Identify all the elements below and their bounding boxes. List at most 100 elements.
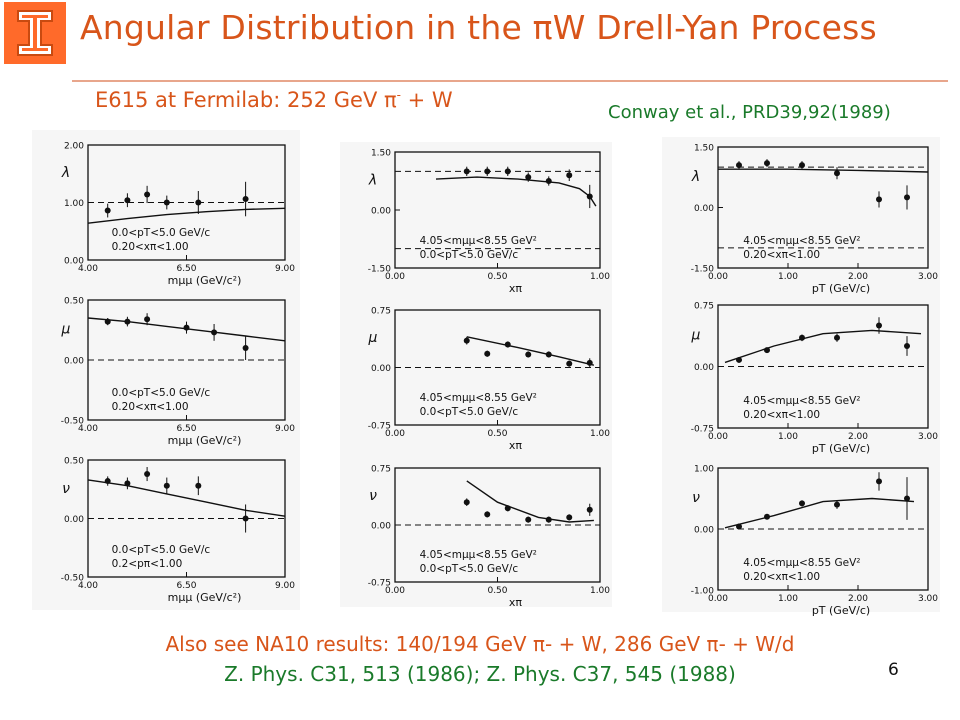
data-point bbox=[545, 516, 552, 523]
data-point bbox=[764, 160, 770, 167]
panel-annotation: 0.0<pT<5.0 GeV/c bbox=[112, 227, 211, 239]
x-tick-label: 1.00 bbox=[590, 272, 610, 282]
panel-annotation: 4.05<mμμ<8.55 GeV² bbox=[420, 549, 537, 561]
y-axis-label: λ bbox=[368, 172, 377, 188]
y-axis-label: ν bbox=[692, 490, 700, 506]
data-point bbox=[566, 360, 573, 367]
panel-nu-x: -0.750.000.750.00 0.50 1.00νxπ4.05<mμμ<8.5… bbox=[368, 465, 611, 610]
subtitle-sup: - bbox=[396, 88, 401, 102]
x-axis-label: xπ bbox=[509, 596, 523, 609]
x-tick-label: 0.00 bbox=[708, 272, 728, 282]
x-tick-label: 1.00 bbox=[778, 272, 798, 282]
y-tick-label: -1.00 bbox=[691, 587, 715, 597]
y-tick-label: 0.00 bbox=[371, 207, 391, 217]
y-tick-label: 0.75 bbox=[694, 302, 714, 312]
panel-annotation: 0.20<xπ<1.00 bbox=[743, 409, 820, 421]
citation: Conway et al., PRD39,92(1989) bbox=[608, 102, 891, 123]
x-tick-label: 0.00 bbox=[385, 272, 405, 282]
x-tick-label: 0.50 bbox=[487, 429, 507, 439]
x-tick-label: 3.00 bbox=[918, 594, 938, 604]
y-tick-label: 1.50 bbox=[694, 144, 714, 154]
x-axis-label: mμμ (GeV/c²) bbox=[168, 434, 242, 447]
x-tick-label: 1.00 bbox=[778, 432, 798, 442]
y-axis-label: ν bbox=[62, 481, 70, 497]
data-point bbox=[904, 194, 910, 201]
panel-annotation: 0.20<xπ<1.00 bbox=[743, 571, 820, 583]
x-tick-label: 6.50 bbox=[176, 264, 196, 274]
data-point bbox=[736, 523, 742, 530]
figure-column-3 bbox=[662, 137, 940, 612]
slide-title: Angular Distribution in the πW Drell-Yan… bbox=[80, 8, 877, 47]
panel-annotation: 0.0<pT<5.0 GeV/c bbox=[420, 406, 519, 418]
x-tick-label: 2.00 bbox=[848, 594, 868, 604]
panel-annotation: 4.05<mμμ<8.55 GeV² bbox=[743, 557, 860, 569]
panel-annotation: 0.2<pπ<1.00 bbox=[112, 558, 183, 570]
data-point bbox=[504, 341, 511, 348]
y-tick-label: 1.50 bbox=[371, 149, 391, 159]
x-tick-label: 4.00 bbox=[78, 264, 98, 274]
panel-mu-x: -0.750.000.750.00 0.50 1.00μxπ4.05<mμμ<8.5… bbox=[368, 307, 611, 453]
y-tick-label: -0.75 bbox=[368, 579, 391, 589]
data-point bbox=[525, 351, 532, 358]
y-axis-label: μ bbox=[61, 322, 71, 338]
data-point bbox=[504, 505, 511, 512]
data-point bbox=[144, 471, 151, 478]
university-logo bbox=[4, 2, 66, 64]
data-point bbox=[736, 162, 742, 169]
y-tick-label: 1.00 bbox=[64, 199, 84, 209]
panel-lam-m: 0.00 1.00 2.00 4.00 6.50 9.00 λ mμμ (GeV/c²) 0.0… bbox=[61, 142, 295, 288]
x-tick-label: 0.50 bbox=[487, 272, 507, 282]
panel-annotation: 0.0<pT<5.0 GeV/c bbox=[112, 544, 211, 556]
angular-distribution-figure: 0.00 1.00 2.00 4.00 6.50 9.00 λ mμμ (GeV/c²) 0.0… bbox=[60, 137, 940, 617]
data-point bbox=[484, 168, 491, 175]
data-point bbox=[586, 193, 593, 200]
data-point bbox=[799, 162, 805, 169]
y-tick-label: 0.00 bbox=[694, 204, 714, 214]
na10-reference: Z. Phys. C31, 513 (1986); Z. Phys. C37, … bbox=[224, 662, 736, 686]
data-point bbox=[144, 191, 151, 198]
x-axis-label: xπ bbox=[509, 439, 523, 452]
data-point bbox=[463, 168, 470, 175]
y-tick-label: 0.00 bbox=[694, 363, 714, 373]
x-tick-label: 0.00 bbox=[385, 586, 405, 596]
panel-annotation: 4.05<mμμ<8.55 GeV² bbox=[743, 395, 860, 407]
title-divider bbox=[72, 80, 948, 82]
x-axis-label: xπ bbox=[509, 282, 523, 295]
block-i-icon bbox=[17, 10, 53, 56]
data-point bbox=[876, 322, 882, 329]
y-axis-label: λ bbox=[691, 169, 700, 185]
data-point bbox=[834, 334, 840, 341]
data-point bbox=[211, 329, 218, 336]
data-point bbox=[834, 501, 840, 508]
data-point bbox=[834, 170, 840, 177]
data-point bbox=[484, 511, 491, 518]
panel-annotation: 0.0<pT<5.0 GeV/c bbox=[112, 387, 211, 399]
data-point bbox=[504, 168, 511, 175]
x-tick-label: 3.00 bbox=[918, 432, 938, 442]
x-tick-label: 1.00 bbox=[590, 586, 610, 596]
panel-annotation: 0.20<xπ<1.00 bbox=[743, 249, 820, 261]
model-curve bbox=[724, 497, 915, 529]
y-axis-label: ν bbox=[369, 488, 377, 504]
data-point bbox=[904, 343, 910, 349]
data-point bbox=[463, 337, 470, 344]
data-point bbox=[799, 334, 805, 341]
data-point bbox=[736, 356, 742, 363]
data-point bbox=[764, 347, 770, 354]
data-point bbox=[163, 199, 170, 206]
panel-mu-m: -0.50 0.00 0.50 4.00 6.50 9.00 μ mμμ (GeV/c²) 0.… bbox=[61, 297, 296, 448]
x-axis-label: mμμ (GeV/c²) bbox=[168, 274, 242, 287]
panel-annotation: 4.05<mμμ<8.55 GeV² bbox=[743, 235, 860, 247]
x-tick-label: 9.00 bbox=[275, 581, 295, 591]
model-curve bbox=[718, 168, 929, 173]
y-tick-label: 2.00 bbox=[64, 142, 84, 152]
y-tick-label: -1.50 bbox=[691, 265, 715, 275]
panel-annotation: 4.05<mμμ<8.55 GeV² bbox=[420, 235, 537, 247]
y-tick-label: -1.50 bbox=[368, 265, 392, 275]
y-tick-label: 0.50 bbox=[64, 297, 84, 307]
panel-annotation: 0.0<pT<5.0 GeV/c bbox=[420, 249, 519, 261]
subtitle-tail: + W bbox=[400, 88, 453, 112]
na10-note: Also see NA10 results: 140/194 GeV π- + … bbox=[165, 632, 795, 656]
